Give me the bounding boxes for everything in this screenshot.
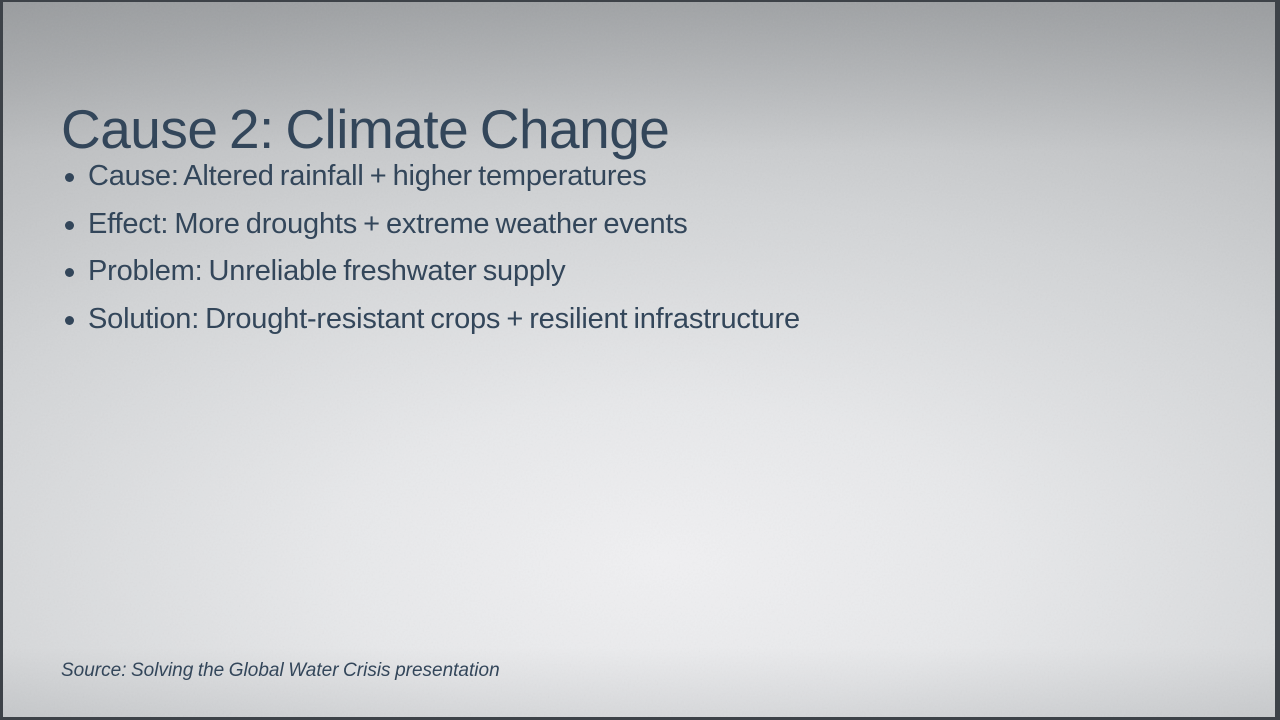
bullet-list: Cause: Altered rainfall + higher tempera… <box>61 153 800 343</box>
bullet-marker <box>65 173 74 183</box>
slide-content: Cause 2: Climate Change Cause: Altered r… <box>3 2 1275 717</box>
bullet-text: Cause: Altered rainfall + higher tempera… <box>88 160 647 193</box>
bullet-text: Solution: Drought-resistant crops + resi… <box>88 302 800 335</box>
bullet-marker <box>65 220 74 230</box>
slide-title: Cause 2: Climate Change <box>61 97 670 160</box>
bullet-marker <box>65 268 74 278</box>
source-attribution: Source: Solving the Global Water Crisis … <box>61 660 500 681</box>
bullet-item: Cause: Altered rainfall + higher tempera… <box>61 153 800 201</box>
bullet-item: Solution: Drought-resistant crops + resi… <box>61 296 800 344</box>
bullet-item: Effect: More droughts + extreme weather … <box>61 201 800 249</box>
bullet-text: Problem: Unreliable freshwater supply <box>88 255 566 288</box>
bullet-marker <box>65 315 74 325</box>
bullet-text: Effect: More droughts + extreme weather … <box>88 207 688 240</box>
bullet-item: Problem: Unreliable freshwater supply <box>61 248 800 296</box>
